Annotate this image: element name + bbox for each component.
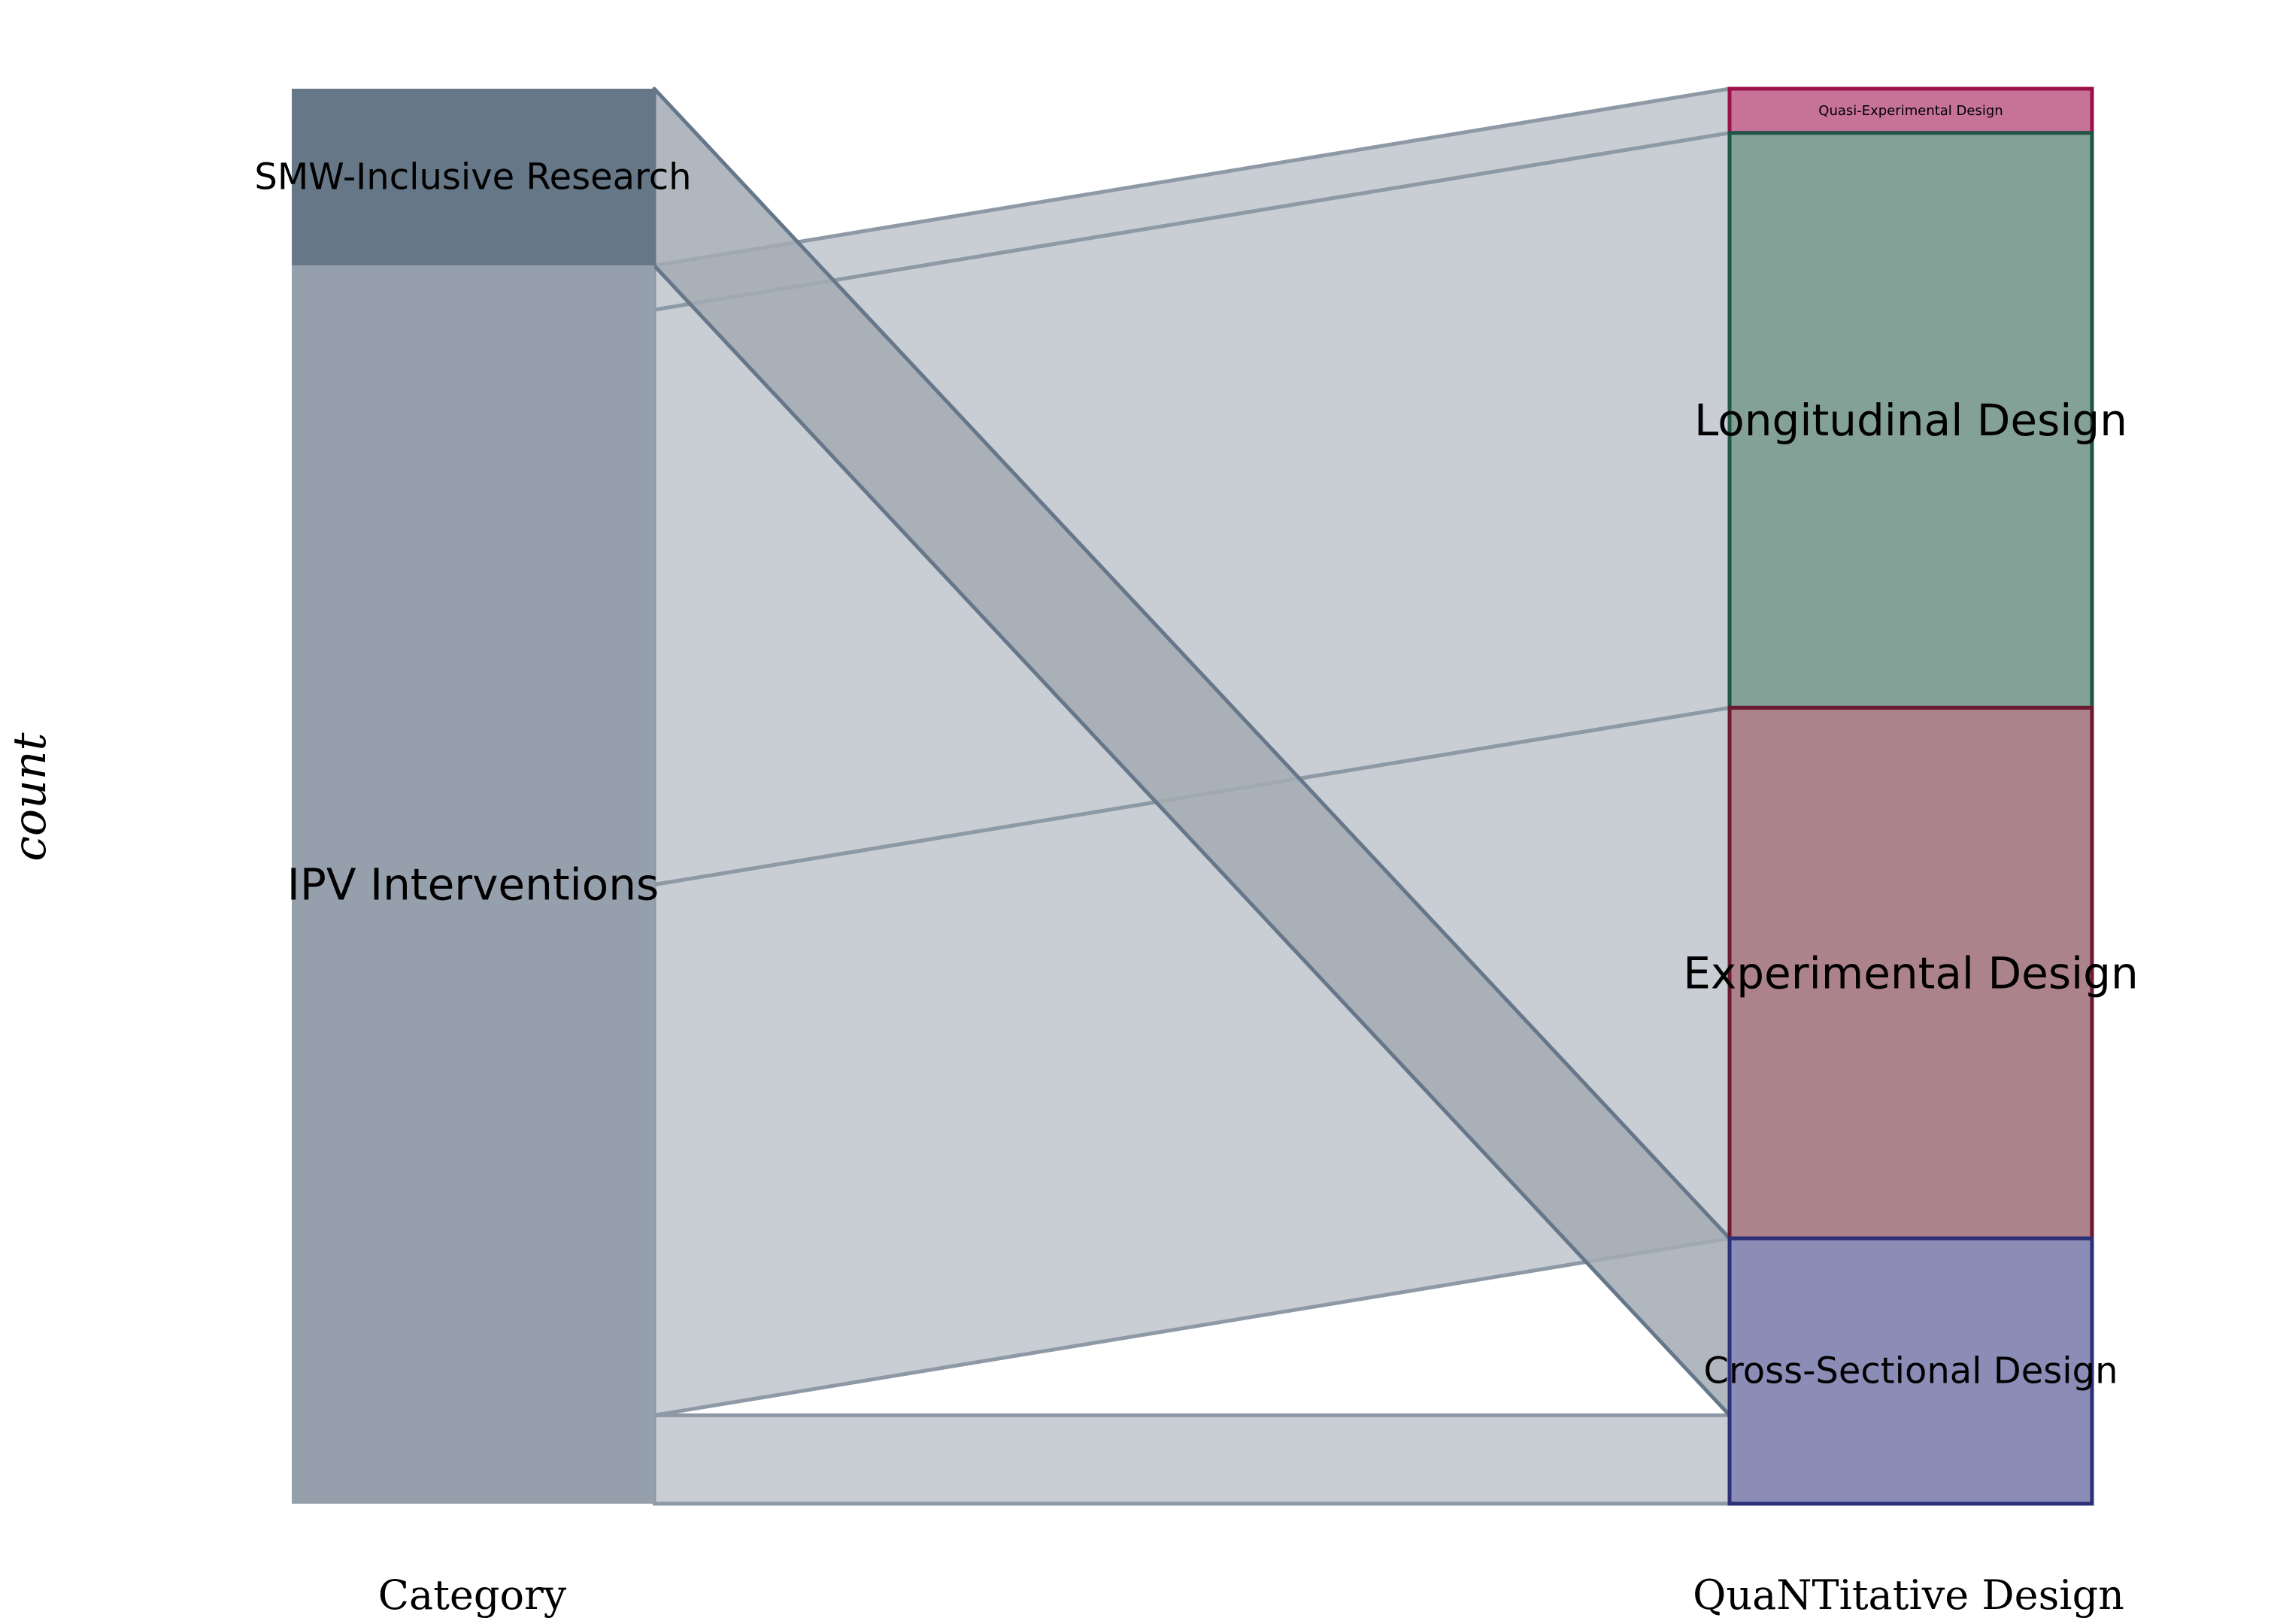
y-axis-label: count	[4, 732, 56, 862]
stratum-smw-inclusive-research	[292, 89, 654, 266]
labels-layer: SMW-Inclusive Research IPV Interventions Q…	[254, 103, 2138, 1392]
strata-layer	[292, 86, 2094, 1506]
x-axis-label-category: Category	[378, 1571, 567, 1619]
stratum-quasi-experimental-design	[1727, 86, 2094, 135]
stratum-label-quasi-experimental-design: Quasi-Experimental Design	[1818, 103, 2003, 119]
x-axis-label-quantitative-design: QuaNTitative Design	[1693, 1571, 2124, 1619]
stratum-experimental-design	[1727, 705, 2094, 1241]
flow-ipv-interventions-to-cross-sectional-design	[652, 1413, 1732, 1506]
stratum-label-longitudinal-design: Longitudinal Design	[1694, 395, 2127, 446]
stratum-label-smw-inclusive-research: SMW-Inclusive Research	[254, 156, 691, 198]
stratum-longitudinal-design	[1727, 131, 2094, 710]
flows-layer	[652, 86, 1732, 1506]
stratum-label-cross-sectional-design: Cross-Sectional Design	[1704, 1350, 2118, 1392]
stratum-ipv-interventions	[292, 265, 654, 1504]
stratum-label-experimental-design: Experimental Design	[1683, 947, 2138, 998]
stratum-cross-sectional-design	[1727, 1236, 2094, 1506]
stratum-label-ipv-interventions: IPV Interventions	[287, 859, 659, 910]
